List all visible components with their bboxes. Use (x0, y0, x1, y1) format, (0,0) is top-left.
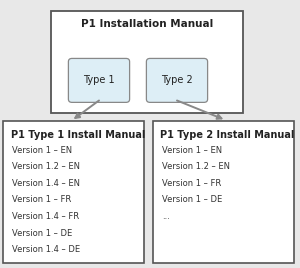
Text: Version 1.4 – FR: Version 1.4 – FR (12, 212, 79, 221)
Text: Version 1.4 – EN: Version 1.4 – EN (12, 179, 80, 188)
Text: Version 1 – EN: Version 1 – EN (162, 146, 222, 155)
Text: P1 Installation Manual: P1 Installation Manual (81, 19, 213, 29)
Text: P1 Type 2 Install Manual: P1 Type 2 Install Manual (160, 130, 295, 140)
Text: Version 1 – FR: Version 1 – FR (162, 179, 221, 188)
Text: ...: ... (162, 212, 170, 221)
Text: Version 1.2 – EN: Version 1.2 – EN (12, 162, 80, 171)
Text: Version 1 – DE: Version 1 – DE (162, 195, 222, 204)
Text: Version 1.2 – EN: Version 1.2 – EN (162, 162, 230, 171)
FancyBboxPatch shape (68, 58, 130, 102)
Text: Version 1 – DE: Version 1 – DE (12, 229, 72, 238)
Text: Type 2: Type 2 (161, 75, 193, 85)
FancyBboxPatch shape (51, 11, 243, 113)
Text: Version 1.4 – DE: Version 1.4 – DE (12, 245, 80, 254)
Text: P1 Type 1 Install Manual: P1 Type 1 Install Manual (11, 130, 145, 140)
FancyBboxPatch shape (153, 121, 294, 263)
Text: Version 1 – FR: Version 1 – FR (12, 195, 71, 204)
Text: Version 1 – EN: Version 1 – EN (12, 146, 72, 155)
FancyBboxPatch shape (146, 58, 208, 102)
Text: Type 1: Type 1 (83, 75, 115, 85)
FancyBboxPatch shape (3, 121, 144, 263)
